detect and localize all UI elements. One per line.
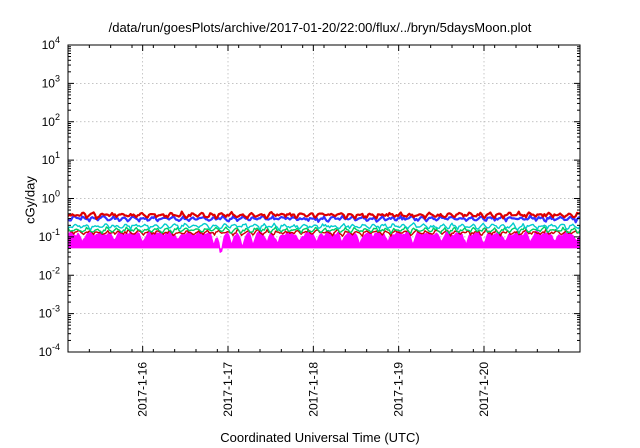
grid <box>68 45 580 352</box>
x-axis-label: Coordinated Universal Time (UTC) <box>220 430 420 445</box>
x-tick-label: 2017-1-20 <box>477 362 491 417</box>
x-tick-label: 2017-1-17 <box>221 362 235 417</box>
y-tick-label: 101 <box>42 150 60 167</box>
y-tick-label: 102 <box>42 112 60 129</box>
series-2-line <box>67 226 581 235</box>
data-series <box>67 210 581 253</box>
series-4-line <box>67 214 581 224</box>
y-tick-label: 10-4 <box>39 342 60 359</box>
series-0-area <box>68 230 580 253</box>
y-tick-label: 104 <box>42 35 60 52</box>
chart-title: /data/run/goesPlots/archive/2017-01-20/2… <box>108 20 532 35</box>
y-axis-ticks: 10-4 10-3 10-2 10-1 100 101 102 103 104 <box>39 35 580 359</box>
y-tick-label: 10-2 <box>39 265 60 282</box>
series-0-line <box>67 230 581 253</box>
x-axis-ticks: 2017-1-16 2017-1-17 2017-1-18 2017-1-19 2017… <box>67 45 581 417</box>
series-1-line <box>67 228 581 237</box>
y-tick-label: 103 <box>42 73 60 90</box>
y-tick-label: 10-1 <box>39 227 60 244</box>
x-tick-label: 2017-1-19 <box>392 362 406 417</box>
x-tick-label: 2017-1-18 <box>306 362 320 417</box>
series-3-line <box>67 222 581 231</box>
y-tick-label: 100 <box>42 189 60 206</box>
x-tick-label: 2017-1-16 <box>136 362 150 417</box>
series-5-line <box>67 210 581 220</box>
y-tick-label: 10-3 <box>39 304 60 321</box>
